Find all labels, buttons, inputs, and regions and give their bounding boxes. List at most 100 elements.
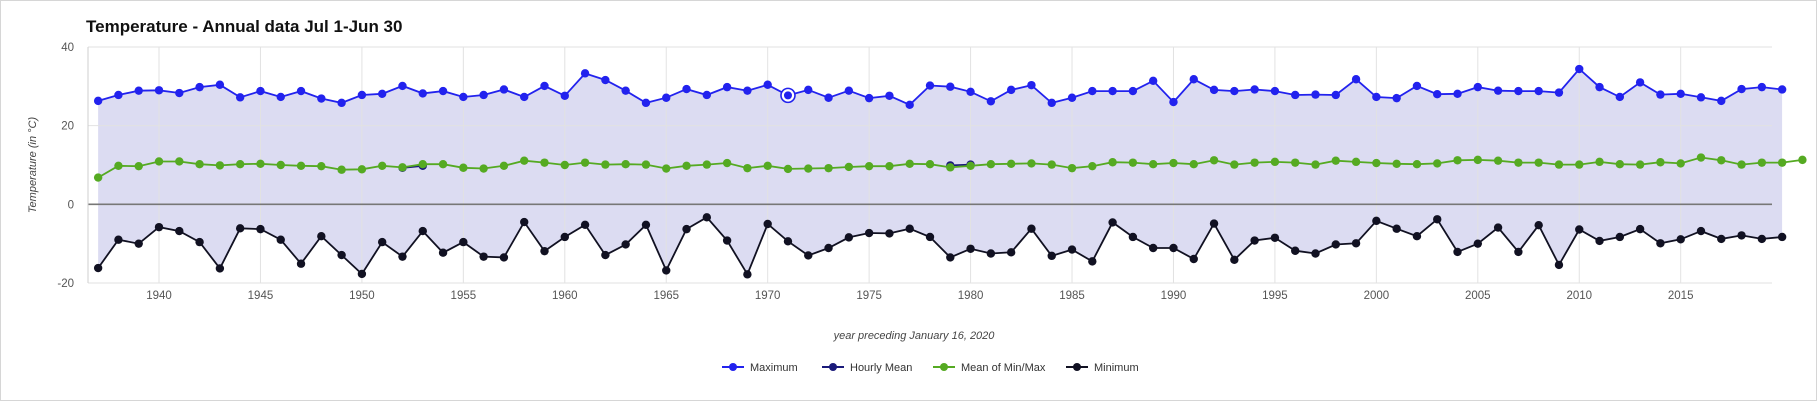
data-point: [1514, 247, 1523, 257]
data-point: [824, 243, 833, 253]
legend-label: Mean of Min/Max: [961, 362, 1046, 374]
data-point: [905, 100, 914, 110]
data-point: [925, 160, 935, 169]
data-point: [256, 86, 265, 96]
x-tick-label: 1950: [349, 290, 375, 302]
data-point: [1412, 231, 1422, 241]
data-point: [925, 232, 935, 242]
y-tick-label: -20: [57, 278, 74, 290]
data-point: [235, 224, 245, 233]
legend-item-hourly-mean: Hourly Mean: [822, 362, 912, 374]
data-point: [743, 86, 752, 95]
data-point: [1311, 249, 1320, 258]
data-point: [1717, 96, 1726, 106]
data-point: [804, 85, 813, 95]
data-point: [1595, 236, 1604, 246]
data-point: [580, 69, 590, 78]
data-point: [1006, 248, 1016, 257]
data-point: [1148, 160, 1158, 169]
data-point: [560, 232, 569, 242]
data-point: [1717, 156, 1726, 165]
x-tick-label: 1990: [1161, 290, 1187, 302]
x-tick-label: 1960: [552, 290, 578, 302]
legend: Maximum Hourly Mean Mean of Min/Max Minimum: [722, 362, 1139, 374]
data-point: [93, 263, 103, 273]
x-tick-label: 1985: [1059, 290, 1085, 302]
data-point: [276, 235, 285, 244]
data-point: [1514, 158, 1523, 167]
data-point: [1351, 157, 1361, 167]
data-point: [438, 160, 448, 169]
data-point: [1230, 160, 1239, 169]
data-point: [215, 264, 225, 273]
data-point: [317, 231, 326, 241]
data-point: [114, 235, 123, 244]
data-point: [986, 160, 996, 169]
data-point: [296, 161, 306, 170]
data-point: [520, 156, 529, 165]
data-point: [418, 160, 427, 169]
data-point: [1777, 232, 1787, 242]
data-point: [844, 162, 854, 172]
data-point: [1108, 158, 1117, 167]
data-point: [134, 239, 143, 248]
data-point: [824, 93, 833, 102]
chart-title: Temperature - Annual data Jul 1-Jun 30: [86, 17, 402, 36]
data-point: [824, 163, 833, 173]
data-point: [1088, 86, 1097, 96]
data-point: [1128, 158, 1138, 167]
data-point: [783, 237, 793, 246]
x-tick-label: 2000: [1364, 290, 1390, 302]
data-point: [1392, 224, 1401, 233]
data-point: [499, 85, 509, 94]
data-point: [966, 87, 975, 97]
data-point: [276, 92, 285, 102]
legend-marker: [940, 363, 948, 371]
data-point: [662, 93, 671, 102]
data-point: [1108, 218, 1117, 227]
data-point: [1331, 240, 1340, 249]
data-point: [1250, 236, 1259, 245]
data-point: [276, 160, 285, 170]
data-point: [1311, 90, 1320, 99]
x-tick-label: 1965: [653, 290, 679, 302]
data-point: [864, 161, 874, 171]
data-point: [459, 163, 468, 172]
data-point: [743, 270, 752, 279]
data-point: [864, 93, 874, 103]
data-point: [377, 237, 387, 247]
data-point: [1270, 233, 1280, 242]
data-point: [1047, 98, 1056, 108]
data-point: [1757, 234, 1767, 244]
data-point: [1270, 86, 1280, 96]
data-point: [1209, 219, 1219, 228]
data-point: [438, 248, 448, 257]
data-point: [195, 237, 204, 247]
data-point: [1169, 243, 1178, 253]
data-point: [804, 251, 813, 260]
data-point: [1067, 245, 1077, 254]
data-point: [1696, 153, 1706, 162]
data-point: [296, 86, 306, 96]
data-point: [1676, 235, 1685, 244]
data-point: [1635, 160, 1645, 169]
x-tick-label: 1995: [1262, 290, 1288, 302]
data-point: [398, 81, 407, 91]
data-point: [195, 82, 204, 92]
data-point: [459, 237, 468, 247]
data-point: [682, 161, 691, 170]
data-point: [641, 220, 651, 229]
data-point: [1270, 157, 1280, 167]
data-point: [662, 164, 671, 173]
data-point: [1331, 90, 1340, 100]
data-point: [1392, 93, 1401, 103]
data-point: [1473, 82, 1483, 92]
data-point: [783, 164, 793, 174]
data-point: [1250, 85, 1259, 94]
data-point: [1169, 97, 1178, 107]
data-point: [560, 160, 569, 170]
data-point: [337, 98, 346, 108]
data-point: [540, 246, 549, 256]
data-point: [317, 94, 326, 103]
